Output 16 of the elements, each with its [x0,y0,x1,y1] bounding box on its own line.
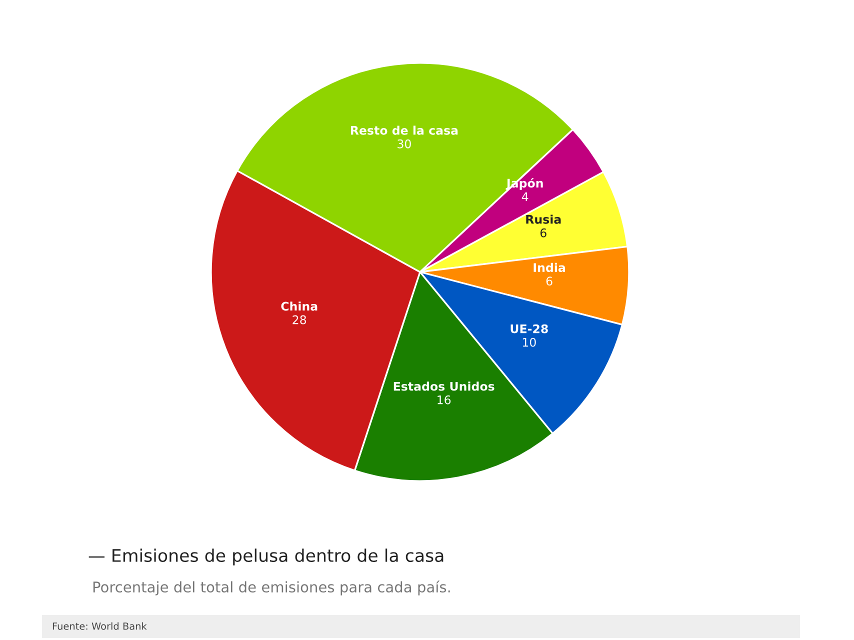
text: Porcentaje del total de emisiones para cada país. [93,580,450,596]
slice-label: Estados Unidos [394,382,494,391]
slice-label: China [281,302,318,311]
data-label: 30 [398,139,411,148]
data-label: 6 [546,276,552,286]
data-label: 6 [540,228,546,238]
data-label: 4 [522,192,528,201]
slice-label: UE-28 [510,324,548,334]
text: — Emisiones de pelusa dentro de la casa [88,548,444,566]
slice-label: Rusia [526,214,561,224]
slice-label: India [534,262,565,272]
source-note: Fuente: World Bank [52,622,147,630]
data-label: 28 [292,315,306,324]
data-label: 16 [438,395,451,404]
slice-label: Resto de la casa [350,126,458,135]
data-label: 10 [522,338,536,347]
